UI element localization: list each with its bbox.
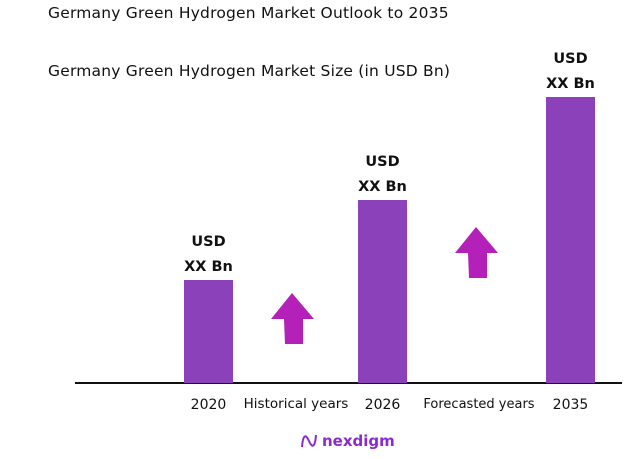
data-label: USD (553, 51, 587, 67)
x-tick-label: 2035 (553, 397, 589, 413)
bar-2020 (184, 280, 233, 383)
data-label: XX Bn (546, 76, 595, 92)
x-tick-label: 2026 (365, 397, 401, 413)
data-label: XX Bn (184, 259, 233, 275)
logo-icon (301, 434, 317, 448)
annotation-historical-years: Historical years (244, 396, 349, 412)
nexdigm-logo: nexdigm (300, 432, 395, 450)
chart-title: Germany Green Hydrogen Market Outlook to… (48, 4, 449, 22)
annotation-forecasted-years: Forecasted years (423, 397, 534, 412)
data-label: USD (365, 154, 399, 170)
data-label: USD (191, 234, 225, 250)
up-arrow-icon (455, 227, 498, 278)
data-label: XX Bn (358, 179, 407, 195)
x-tick-label: 2020 (191, 397, 227, 413)
chart-subtitle: Germany Green Hydrogen Market Size (in U… (48, 62, 451, 80)
up-arrow-icon (271, 293, 314, 344)
bar-2035 (546, 97, 595, 383)
logo-text: nexdigm (322, 432, 395, 450)
bar-2026 (358, 200, 407, 383)
